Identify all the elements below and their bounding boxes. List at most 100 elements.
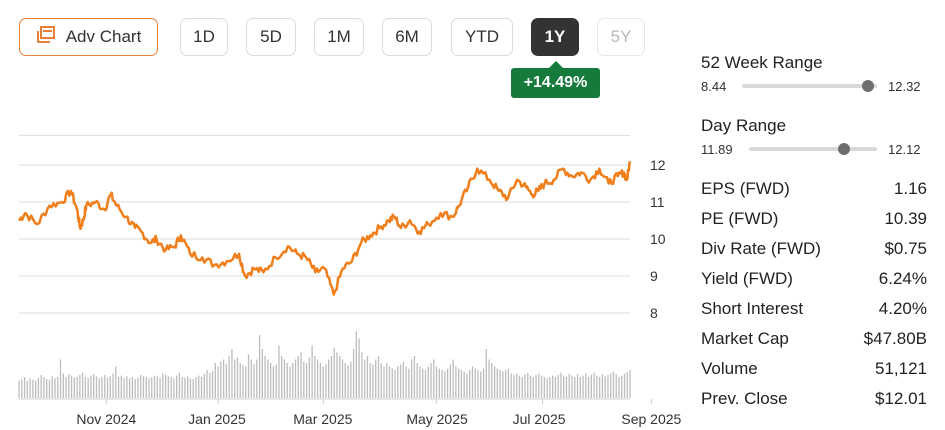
- volume-bar: [424, 370, 427, 398]
- period-1y-button[interactable]: 1Y: [531, 18, 579, 56]
- volume-bar: [225, 364, 228, 398]
- volume-bar: [48, 379, 51, 398]
- adv-chart-button[interactable]: Adv Chart: [19, 18, 158, 56]
- volume-bar: [211, 371, 214, 398]
- volume-bar: [131, 377, 134, 398]
- volume-bar: [399, 364, 402, 398]
- period-5d-button[interactable]: 5D: [246, 18, 296, 56]
- volume-bar: [115, 366, 117, 398]
- volume-bar: [590, 374, 592, 398]
- volume-bar: [239, 363, 241, 398]
- volume-bar: [413, 356, 416, 398]
- period-6m-button[interactable]: 6M: [382, 18, 432, 56]
- volume-bar: [546, 378, 548, 398]
- volume-bar: [615, 374, 617, 398]
- period-label: 5Y: [610, 27, 632, 46]
- volume-bar: [504, 370, 507, 398]
- volume-bar: [579, 377, 581, 398]
- volume-bar: [474, 368, 476, 398]
- volume-bar: [347, 365, 349, 398]
- volume-bar: [466, 373, 468, 398]
- period-label: 1Y: [544, 27, 566, 46]
- volume-bar: [59, 359, 62, 398]
- stat-div-rate-fwd: Div Rate (FWD) $0.75: [701, 237, 927, 261]
- volume-bar: [339, 356, 341, 398]
- volume-bar: [57, 377, 59, 398]
- volume-bar: [477, 370, 479, 398]
- volume-bar: [435, 366, 438, 398]
- volume-bar: [341, 359, 344, 398]
- volume-bar: [120, 375, 122, 398]
- volume-bar: [549, 377, 551, 398]
- volume-bar: [156, 376, 158, 398]
- volume-bar: [596, 375, 598, 398]
- volume-bar: [493, 366, 496, 398]
- volume-bar: [535, 374, 537, 398]
- stat-label: Short Interest: [701, 299, 804, 318]
- volume-bar: [316, 359, 319, 398]
- stat-value: 51,121: [875, 359, 927, 378]
- volume-bar: [527, 372, 529, 398]
- volume-bar: [106, 377, 109, 398]
- volume-bar: [430, 363, 432, 398]
- x-tick-label: Jan 2025: [188, 411, 246, 427]
- volume-bar: [76, 377, 78, 398]
- volume-bar: [460, 370, 463, 398]
- volume-bar: [300, 352, 302, 398]
- volume-bar: [518, 375, 521, 398]
- volume-bar: [521, 377, 523, 398]
- volume-bar: [554, 377, 557, 398]
- volume-bar: [601, 374, 604, 398]
- volume-bar: [217, 366, 219, 398]
- price-chart[interactable]: 12 11 10 9 8 Nov 2024 Jan 2025 Mar 2025 May 202…: [0, 0, 690, 430]
- volume-bar: [62, 373, 64, 398]
- day-range-track: [749, 147, 877, 151]
- volume-bar: [117, 377, 120, 398]
- y-tick-label: 9: [650, 268, 658, 284]
- volume-bar: [330, 356, 333, 398]
- volume-bar: [388, 366, 391, 398]
- volume-bar: [294, 359, 297, 398]
- volume-bar: [184, 377, 186, 398]
- volume-bar: [358, 338, 360, 398]
- period-1d-button[interactable]: 1D: [180, 18, 228, 56]
- period-5y-button: 5Y: [597, 18, 645, 56]
- volume-bar: [253, 364, 255, 398]
- volume-bar: [46, 379, 48, 398]
- volume-bar: [134, 379, 136, 398]
- week52-range-label: 52 Week Range: [701, 53, 823, 72]
- price-line: [18, 160, 632, 296]
- volume-bar: [532, 377, 534, 398]
- volume-bar: [587, 377, 590, 398]
- volume-bar: [336, 352, 338, 398]
- y-tick-label: 12: [650, 157, 666, 173]
- x-tick-label: Sep 2025: [621, 411, 681, 427]
- volume-bar: [264, 356, 266, 398]
- stat-value: 10.39: [884, 209, 927, 228]
- volume-bar: [328, 359, 330, 398]
- y-axis-ticks: 12 11 10 9 8: [650, 157, 666, 321]
- volume-bar: [308, 357, 310, 398]
- volume-bar: [485, 349, 487, 398]
- volume-bar: [516, 373, 518, 398]
- volume-bar: [261, 349, 263, 398]
- period-1m-button[interactable]: 1M: [314, 18, 364, 56]
- volume-bar: [598, 377, 601, 398]
- stat-value: $47.80B: [863, 329, 927, 348]
- volume-bar: [585, 373, 587, 398]
- volume-bar: [34, 380, 37, 398]
- volume-bar: [333, 347, 335, 398]
- volume-bar: [469, 370, 471, 398]
- period-ytd-button[interactable]: YTD: [451, 18, 513, 56]
- volume-bar: [372, 364, 374, 398]
- stat-label: Prev. Close: [701, 389, 788, 408]
- volume-bar: [81, 372, 84, 398]
- volume-bar: [297, 356, 299, 398]
- y-tick-label: 8: [650, 305, 658, 321]
- volume-bar: [267, 359, 269, 398]
- volume-bar: [142, 376, 145, 398]
- volume-bar: [482, 368, 485, 398]
- volume-bar: [607, 374, 609, 398]
- volume-bar: [70, 375, 73, 398]
- period-label: 5D: [260, 27, 282, 46]
